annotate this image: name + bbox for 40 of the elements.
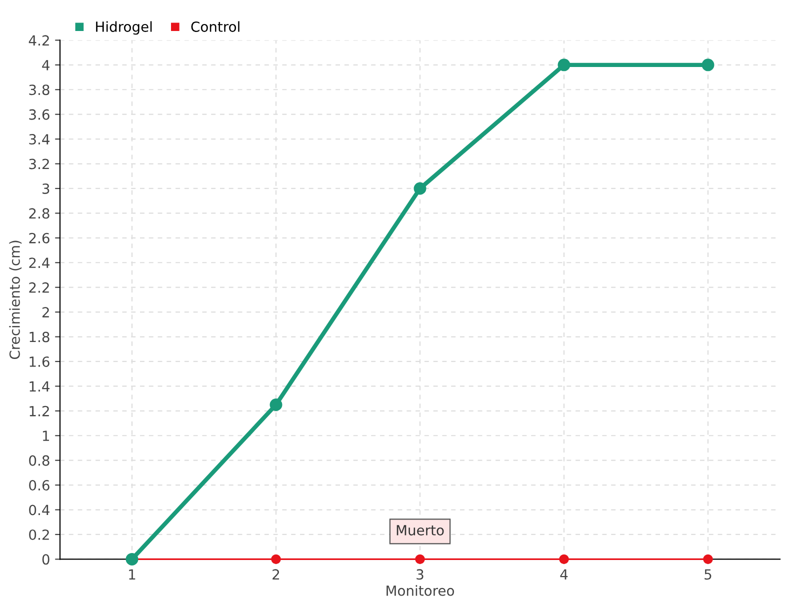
y-tick-label: 0.6 xyxy=(29,480,50,491)
y-tick-label: 0 xyxy=(42,554,50,565)
y-tick-label: 3.8 xyxy=(29,84,50,96)
x-axis-title: Monitoreo xyxy=(386,585,454,596)
point xyxy=(271,554,281,564)
legend-label: Hidrogel xyxy=(96,21,152,35)
y-tick-label: 2 xyxy=(42,307,49,318)
y-tick-label: 2.8 xyxy=(29,208,50,219)
y-tick-label: 4 xyxy=(42,60,50,70)
y-tick-label: 1.4 xyxy=(30,381,50,392)
x-tick-label: 5 xyxy=(704,569,712,580)
y-tick-label: 2.4 xyxy=(29,258,50,268)
y-tick-label: 3.6 xyxy=(29,109,50,120)
x-tick-label: 3 xyxy=(416,569,424,580)
point xyxy=(270,398,282,411)
legend-label: Control xyxy=(191,21,240,32)
point xyxy=(558,58,570,72)
y-tick-label: 3 xyxy=(42,183,50,194)
point xyxy=(559,554,569,564)
y-tick-label: 3.4 xyxy=(29,134,50,145)
annotation: Muerto xyxy=(396,525,444,536)
point xyxy=(703,554,713,564)
y-tick-label: 2.2 xyxy=(29,282,49,293)
point xyxy=(414,182,426,195)
y-tick-label: 1.2 xyxy=(30,406,49,416)
y-tick-label: 0.4 xyxy=(29,504,50,516)
x-tick-label: 4 xyxy=(560,569,568,580)
y-tick-label: 3.2 xyxy=(29,158,49,170)
y-axis-title: Crecimiento (cm) xyxy=(9,240,22,360)
y-tick-label: 0.2 xyxy=(29,529,49,540)
y-tick-label: 1 xyxy=(42,430,49,441)
y-tick-label: 0.8 xyxy=(29,455,50,466)
x-tick-label: 1 xyxy=(129,569,136,580)
point xyxy=(415,554,425,564)
y-tick-label: 4.2 xyxy=(28,35,49,46)
x-tick-label: 2 xyxy=(272,569,280,580)
y-tick-label: 1.8 xyxy=(30,332,50,342)
point xyxy=(702,58,714,72)
y-tick-label: 2.6 xyxy=(29,232,50,244)
y-tick-label: 1.6 xyxy=(30,356,50,367)
